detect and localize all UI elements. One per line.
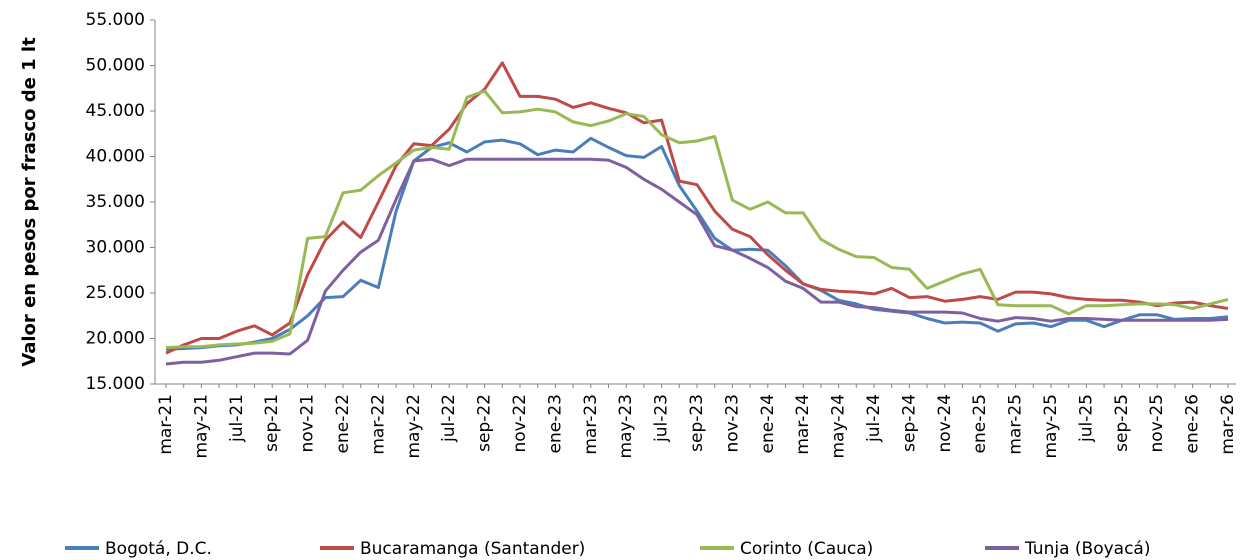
series-line [165,89,1229,350]
x-tick-label: nov-24 [935,394,955,453]
x-tick-label: ene-25 [970,394,990,453]
y-tick-label: 45.000 [86,101,145,121]
legend-label: Tunja (Boyacá) [1024,539,1150,559]
x-tick-label: nov-22 [510,394,530,453]
x-tick-label: jul-23 [652,394,672,443]
x-tick-label: mar-25 [1006,394,1026,455]
x-tick-label: nov-21 [298,394,318,453]
x-tick-label: sep-24 [899,394,919,452]
x-tick-label: sep-25 [1112,394,1132,452]
x-tick-label: may-23 [616,394,636,459]
y-tick-label: 55.000 [86,10,145,30]
x-tick-label: jul-21 [227,394,247,443]
y-tick-label: 50.000 [86,56,145,76]
y-tick-label: 25.000 [86,283,145,303]
x-tick-label: may-21 [191,394,211,459]
x-tick-label: jul-22 [439,394,459,443]
x-tick-label: may-25 [1041,394,1061,459]
x-tick-label: mar-21 [156,394,176,455]
x-tick-label: sep-23 [687,394,707,452]
x-tick-label: nov-25 [1147,394,1167,453]
y-tick-label: 20.000 [86,329,145,349]
y-tick-label: 35.000 [86,192,145,212]
y-tick-label: 40.000 [86,147,145,167]
x-tick-label: mar-22 [368,394,388,455]
x-tick-label: sep-22 [475,394,495,452]
x-tick-label: mar-24 [793,394,813,455]
x-tick-label: jul-24 [864,394,884,443]
legend-label: Bucaramanga (Santander) [360,539,585,559]
x-tick-label: ene-24 [758,394,778,453]
y-axis-label: Valor en pesos por frasco de 1 lt [19,37,40,367]
y-tick-label: 15.000 [86,374,145,394]
x-tick-label: ene-22 [333,394,353,453]
x-tick-label: may-24 [829,394,849,459]
x-tick-label: may-22 [404,394,424,459]
series-line [165,61,1229,355]
x-tick-label: mar-23 [581,394,601,455]
x-tick-label: jul-25 [1076,394,1096,443]
x-tick-label: mar-26 [1218,394,1238,455]
y-tick-label: 30.000 [86,238,145,258]
series-line [165,157,1229,366]
legend-label: Bogotá, D.C. [105,539,212,559]
x-tick-label: sep-21 [262,394,282,452]
x-tick-label: ene-23 [545,394,565,453]
x-tick-label: nov-23 [722,394,742,453]
x-tick-label: ene-26 [1183,394,1203,453]
series-line [165,136,1229,351]
legend-label: Corinto (Cauca) [740,539,873,559]
